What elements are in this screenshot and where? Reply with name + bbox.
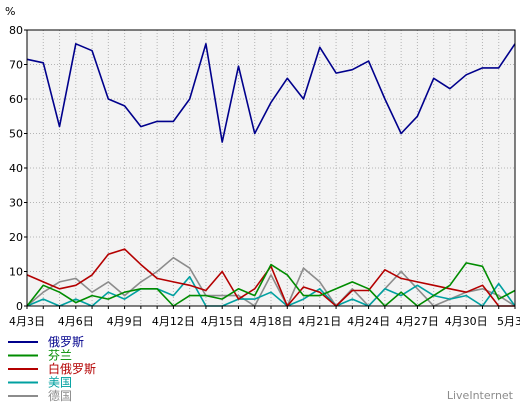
y-tick-label: 60 — [9, 93, 23, 106]
y-tick-label: 20 — [9, 231, 23, 244]
series-lines — [26, 42, 516, 307]
legend-label: 德国 — [48, 388, 72, 403]
y-tick-label: 40 — [9, 162, 23, 175]
plot-frame — [26, 29, 516, 307]
x-tick-label: 4月18日 — [250, 315, 293, 328]
x-tick-label: 4月21日 — [298, 315, 341, 328]
y-tick-label: 30 — [9, 197, 23, 210]
y-tick-label: 0 — [16, 300, 23, 313]
tick-labels: 0 10 20 30 40 50 60 70 80 4月3日 4月6日 4月9日 4月12日 4月15日 4… — [9, 24, 520, 328]
series-line — [26, 262, 516, 307]
legend-label: 芬兰 — [48, 349, 72, 363]
x-tick-label: 4月9日 — [107, 315, 143, 328]
legend-label: 美国 — [48, 376, 72, 390]
y-tick-label: 50 — [9, 128, 23, 141]
x-tick-label: 4月27日 — [396, 315, 439, 328]
x-tick-label: 4月24日 — [347, 315, 390, 328]
y-axis-label: % — [5, 5, 15, 18]
y-tick-label: 10 — [9, 266, 23, 279]
x-tick-label: 4月3日 — [9, 315, 45, 328]
legend-label: 白俄罗斯 — [48, 361, 96, 376]
axes — [24, 29, 516, 309]
brand-watermark: LiveInternet — [447, 389, 514, 402]
legend-label: 俄罗斯 — [48, 335, 84, 349]
x-tick-label: 4月30日 — [445, 315, 488, 328]
y-tick-label: 70 — [9, 59, 23, 72]
grid — [27, 30, 515, 306]
y-tick-label: 80 — [9, 24, 23, 37]
x-tick-label: 4月15日 — [201, 315, 244, 328]
x-tick-label: 4月6日 — [58, 315, 94, 328]
x-tick-label: 5月3日 — [497, 315, 520, 328]
x-tick-label: 4月12日 — [152, 315, 195, 328]
series-line — [26, 42, 516, 143]
